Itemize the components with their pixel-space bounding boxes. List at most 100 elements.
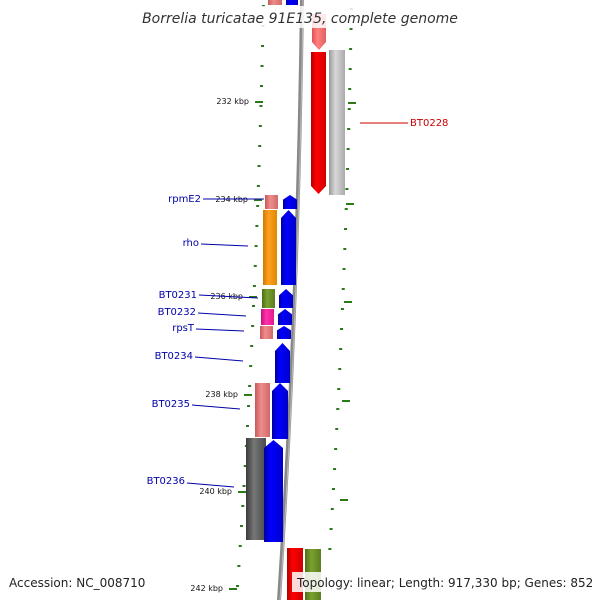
forward-cds-bt0232 bbox=[278, 309, 292, 325]
tick-major bbox=[238, 491, 246, 493]
tick-minor bbox=[331, 488, 335, 490]
tick-minor bbox=[253, 265, 257, 267]
genome-backbone-highlight bbox=[279, 0, 304, 600]
tick-minor bbox=[261, 45, 265, 47]
tick-major bbox=[342, 400, 350, 402]
gene-label-BT0228[interactable]: BT0228 bbox=[410, 118, 448, 129]
accession-backdrop bbox=[5, 572, 150, 592]
tick-minor bbox=[349, 28, 353, 30]
tick-minor bbox=[344, 228, 348, 230]
tick-minor bbox=[258, 125, 262, 127]
forward-cds-rpmE2 bbox=[283, 195, 297, 209]
tick-minor bbox=[347, 108, 351, 110]
cog-block-rpsT bbox=[260, 326, 273, 339]
gene-features bbox=[246, 0, 345, 600]
gene-label-BT0232[interactable]: BT0232 bbox=[158, 307, 196, 318]
forward-cds-rho bbox=[281, 210, 296, 285]
cog-block-bt0228 bbox=[329, 50, 345, 195]
gene-label-leader bbox=[186, 482, 235, 488]
tick-minor bbox=[251, 325, 255, 327]
gene-label-rpsT[interactable]: rpsT bbox=[172, 323, 195, 334]
tick-minor bbox=[333, 468, 337, 470]
tick-minor bbox=[347, 128, 351, 130]
tick-minor bbox=[237, 565, 241, 567]
gene-label-rpmE2[interactable]: rpmE2 bbox=[168, 194, 201, 205]
tick-major bbox=[249, 296, 257, 298]
forward-cds-rpsT bbox=[277, 326, 291, 339]
gene-label-BT0236[interactable]: BT0236 bbox=[147, 476, 185, 487]
tick-minor bbox=[243, 465, 247, 467]
cog-block-rpmE2 bbox=[265, 195, 278, 209]
gene-label-leader bbox=[195, 328, 245, 332]
tick-minor bbox=[334, 448, 338, 450]
tick-label: 232 kbp bbox=[216, 97, 249, 106]
tick-minor bbox=[348, 68, 352, 70]
tick-minor bbox=[346, 168, 350, 170]
tick-minor bbox=[247, 405, 251, 407]
tick-major bbox=[255, 101, 263, 103]
gene-label-BT0234[interactable]: BT0234 bbox=[155, 351, 193, 362]
forward-cds-bt0235 bbox=[272, 383, 288, 439]
tick-major bbox=[229, 588, 237, 590]
tick-minor bbox=[341, 288, 345, 290]
tick-minor bbox=[340, 328, 344, 330]
gene-label-leader bbox=[191, 404, 241, 410]
tick-major bbox=[340, 499, 348, 501]
tick-minor bbox=[256, 205, 260, 207]
tick-minor bbox=[248, 385, 252, 387]
tick-minor bbox=[259, 105, 263, 107]
gene-labels: BT0228 rpmE2 rho BT0231 BT0232 rpsT BT0234 BT02… bbox=[147, 118, 448, 488]
tick-label: 240 kbp bbox=[199, 487, 232, 496]
cog-block-bt0231 bbox=[262, 289, 275, 308]
forward-cds-bt0236 bbox=[264, 440, 283, 542]
tick-minor bbox=[236, 585, 240, 587]
cog-block-bt0235 bbox=[255, 383, 270, 437]
forward-cds-bt0234 bbox=[275, 343, 290, 383]
tick-minor bbox=[238, 545, 242, 547]
gene-label-leader bbox=[200, 243, 249, 247]
tick-major bbox=[254, 199, 262, 201]
gene-label-BT0231[interactable]: BT0231 bbox=[159, 290, 197, 301]
tick-label: 238 kbp bbox=[205, 390, 238, 399]
cog-block bbox=[268, 0, 282, 5]
tick-minor bbox=[252, 285, 256, 287]
summary-backdrop bbox=[292, 572, 595, 592]
accession-text: Accession: NC_008710 bbox=[9, 576, 145, 590]
tick-major bbox=[346, 203, 354, 205]
tick-minor bbox=[348, 88, 352, 90]
tick-minor bbox=[344, 208, 348, 210]
tick-minor bbox=[342, 268, 346, 270]
gene-label-leader bbox=[198, 294, 259, 299]
tick-minor bbox=[336, 408, 340, 410]
tick-minor bbox=[346, 148, 350, 150]
tick-minor bbox=[340, 308, 344, 310]
tick-minor bbox=[345, 188, 349, 190]
gene-label-BT0235[interactable]: BT0235 bbox=[152, 399, 190, 410]
tick-minor bbox=[260, 65, 264, 67]
tick-minor bbox=[259, 85, 263, 87]
tick-minor bbox=[256, 185, 260, 187]
tick-minor bbox=[330, 508, 334, 510]
tick-minor bbox=[329, 528, 333, 530]
forward-cds-bt0231 bbox=[279, 289, 293, 308]
cog-block-rho bbox=[263, 210, 277, 285]
cog-block-bt0236 bbox=[246, 438, 266, 540]
tick-minor bbox=[258, 145, 262, 147]
tick-minor bbox=[249, 365, 253, 367]
forward-cds bbox=[286, 0, 298, 5]
tick-minor bbox=[338, 368, 342, 370]
tick-minor bbox=[255, 225, 259, 227]
tick-minor bbox=[339, 348, 343, 350]
tick-minor bbox=[349, 48, 353, 50]
gene-label-rho[interactable]: rho bbox=[183, 238, 199, 249]
gene-label-leader bbox=[197, 312, 247, 317]
tick-minor bbox=[241, 505, 245, 507]
tick-minor bbox=[240, 525, 244, 527]
tick-major bbox=[244, 394, 252, 396]
tick-minor bbox=[252, 305, 256, 307]
reverse-cds-bt0228 bbox=[311, 52, 326, 194]
tick-minor bbox=[257, 165, 261, 167]
tick-minor bbox=[242, 485, 246, 487]
